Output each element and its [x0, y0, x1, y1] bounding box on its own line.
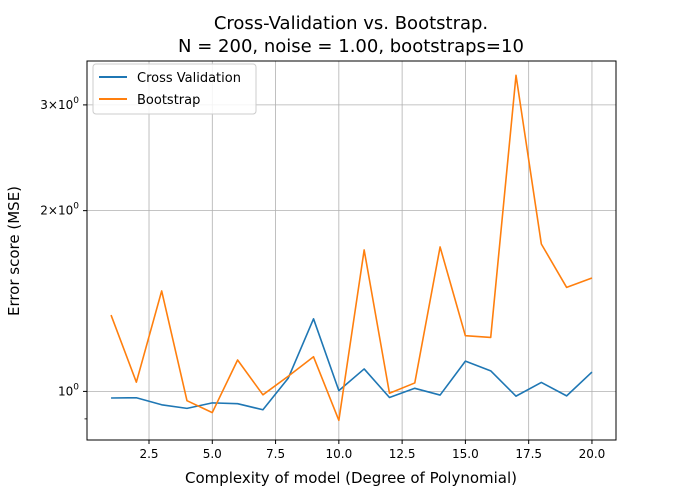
- legend-label-cross-validation: Cross Validation: [137, 71, 241, 86]
- axes: [86, 60, 617, 441]
- y-tick-label: 2×100: [40, 202, 79, 218]
- x-tick-label: 5.0: [203, 447, 222, 461]
- x-tick-labels: 2.5 5.0 7.5 10.0 12.5 15.0 17.5 20.0: [139, 447, 605, 461]
- x-tick-label: 15.0: [452, 447, 479, 461]
- y-tick-label: 3×100: [40, 96, 79, 112]
- chart-title-line1: Cross-Validation vs. Bootstrap.: [214, 13, 488, 34]
- x-axis-label: Complexity of model (Degree of Polynomia…: [185, 469, 517, 487]
- x-tick-label: 17.5: [515, 447, 542, 461]
- series-line-bootstrap: [110, 74, 593, 422]
- data-series: [110, 74, 593, 422]
- x-tick-label: 12.5: [389, 447, 416, 461]
- series-line-cross-validation: [111, 318, 593, 411]
- plot-frame: [86, 60, 617, 441]
- x-tick-label: 7.5: [266, 447, 285, 461]
- legend-box: [92, 63, 257, 115]
- chart-title-line2: N = 200, noise = 1.00, bootstraps=10: [178, 36, 524, 57]
- legend-label-bootstrap: Bootstrap: [137, 93, 200, 108]
- x-tick-label: 2.5: [139, 447, 158, 461]
- grid-lines: [87, 61, 616, 440]
- x-tick-label: 10.0: [325, 447, 352, 461]
- y-axis-label: Error score (MSE): [5, 186, 23, 316]
- y-tick-label: 100: [58, 382, 79, 398]
- y-tick-labels: 100 2×100 3×100: [40, 96, 79, 399]
- x-tick-label: 20.0: [579, 447, 606, 461]
- legend: Cross Validation Bootstrap: [92, 63, 257, 115]
- tick-marks: [83, 104, 593, 444]
